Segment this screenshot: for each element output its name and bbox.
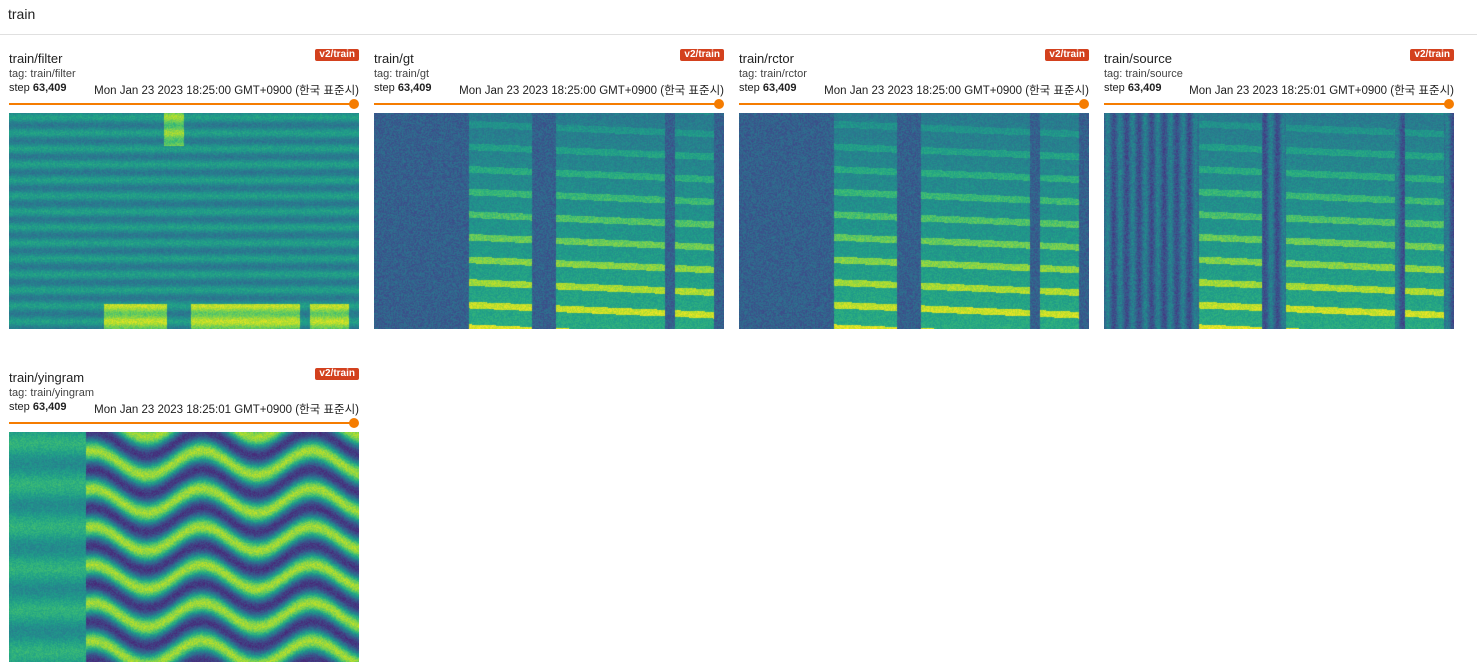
step-slider[interactable]: [9, 99, 359, 109]
image-card-yingram: train/yingram v2/train tag: train/yingra…: [9, 355, 359, 662]
step-value: 63,409: [397, 82, 432, 94]
run-badge: v2/train: [1410, 49, 1454, 61]
step-value: 63,409: [1127, 82, 1162, 94]
card-tag: tag: train/yingram: [9, 387, 94, 399]
image-card-rctor: train/rctor v2/train tag: train/rctor st…: [739, 36, 1089, 329]
slider-thumb[interactable]: [714, 99, 724, 109]
card-tag: tag: train/rctor: [739, 68, 807, 80]
spectrogram-image-filter[interactable]: [9, 113, 359, 329]
slider-track: [739, 103, 1084, 105]
step-label: step: [374, 82, 395, 94]
slider-thumb[interactable]: [1079, 99, 1089, 109]
step-slider[interactable]: [1104, 99, 1454, 109]
card-title: train/yingram: [9, 370, 85, 385]
step-label: step: [739, 82, 760, 94]
slider-track: [374, 103, 719, 105]
card-tag: tag: train/gt: [374, 68, 430, 80]
group-title: train: [8, 6, 36, 22]
group-header[interactable]: train: [0, 0, 1477, 35]
timestamp: Mon Jan 23 2023 18:25:00 GMT+0900 (한국 표준…: [824, 85, 1089, 97]
timestamp: Mon Jan 23 2023 18:25:00 GMT+0900 (한국 표준…: [459, 85, 724, 97]
slider-track: [9, 422, 354, 424]
card-title: train/rctor: [739, 51, 794, 66]
run-badge: v2/train: [1045, 49, 1089, 61]
step-info: step 63,409 Mon Jan 23 2023 18:25:01 GMT…: [1104, 82, 1454, 97]
slider-track: [9, 103, 354, 105]
spectrogram-image-gt[interactable]: [374, 113, 724, 329]
step-info: step 63,409 Mon Jan 23 2023 18:25:01 GMT…: [9, 401, 359, 416]
step-info: step 63,409 Mon Jan 23 2023 18:25:00 GMT…: [739, 82, 1089, 97]
step-slider[interactable]: [9, 418, 359, 428]
step-value: 63,409: [32, 401, 67, 413]
run-badge: v2/train: [315, 368, 359, 380]
card-title: train/gt: [374, 51, 414, 66]
run-badge: v2/train: [315, 49, 359, 61]
step-info: step 63,409 Mon Jan 23 2023 18:25:00 GMT…: [9, 82, 359, 97]
step-value: 63,409: [762, 82, 797, 94]
spectrogram-image-source[interactable]: [1104, 113, 1454, 329]
step-label: step: [1104, 82, 1125, 94]
slider-track: [1104, 103, 1449, 105]
card-tag: tag: train/filter: [9, 68, 76, 80]
spectrogram-image-rctor[interactable]: [739, 113, 1089, 329]
image-card-gt: train/gt v2/train tag: train/gt step 63,…: [374, 36, 724, 329]
step-label: step: [9, 401, 30, 413]
card-tag: tag: train/source: [1104, 68, 1183, 80]
yingram-image[interactable]: [9, 432, 359, 662]
step-value: 63,409: [32, 82, 67, 94]
timestamp: Mon Jan 23 2023 18:25:00 GMT+0900 (한국 표준…: [94, 85, 359, 97]
run-badge: v2/train: [680, 49, 724, 61]
image-card-source: train/source v2/train tag: train/source …: [1104, 36, 1454, 329]
card-title: train/filter: [9, 51, 63, 66]
step-info: step 63,409 Mon Jan 23 2023 18:25:00 GMT…: [374, 82, 724, 97]
timestamp: Mon Jan 23 2023 18:25:01 GMT+0900 (한국 표준…: [94, 404, 359, 416]
slider-thumb[interactable]: [1444, 99, 1454, 109]
step-label: step: [9, 82, 30, 94]
timestamp: Mon Jan 23 2023 18:25:01 GMT+0900 (한국 표준…: [1189, 85, 1454, 97]
slider-thumb[interactable]: [349, 99, 359, 109]
slider-thumb[interactable]: [349, 418, 359, 428]
step-slider[interactable]: [739, 99, 1089, 109]
step-slider[interactable]: [374, 99, 724, 109]
card-title: train/source: [1104, 51, 1172, 66]
image-card-filter: train/filter v2/train tag: train/filter …: [9, 36, 359, 329]
